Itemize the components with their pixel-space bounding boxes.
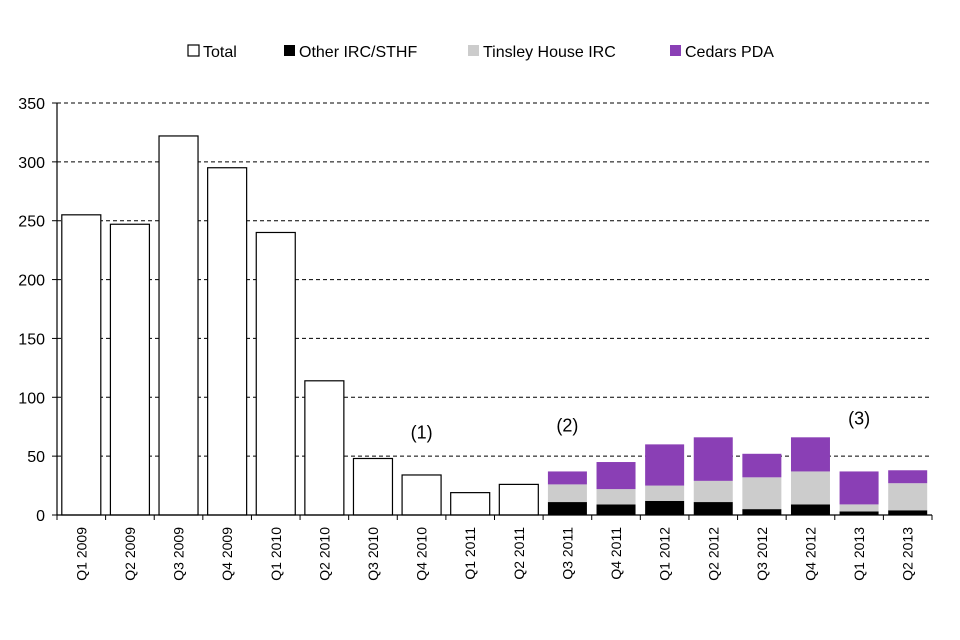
bar-tinsley-house-irc-q4-2012 [790,471,830,505]
annotation-label: (1) [411,422,433,442]
bar-other-irc-sthf-q1-2012 [645,500,685,515]
x-tick-label: Q4 2009 [219,527,235,581]
bar-other-irc-sthf-q3-2011 [547,502,587,515]
legend-swatch-total [187,44,200,57]
legend-label: Other IRC/STHF [299,44,417,61]
x-tick-label: Q2 2011 [511,527,527,580]
x-tick-label: Q3 2009 [171,527,187,581]
annotation-label: (2) [556,415,578,435]
y-tick-label: 350 [18,96,45,113]
y-tick-label: 100 [18,390,45,407]
y-tick-label: 300 [18,155,45,172]
bar-cedars-pda-q4-2011 [596,462,636,490]
bar-total-q3-2010 [352,457,394,516]
bar-tinsley-house-irc-q4-2011 [596,489,636,505]
x-tick-label: Q4 2011 [608,527,624,580]
annotation-label: (3) [848,408,870,428]
bar-total-q1-2011 [450,492,491,516]
bar-tinsley-house-irc-q1-2012 [645,485,685,501]
bar-other-irc-sthf-q1-2013 [839,511,879,515]
y-tick-label: 250 [18,214,45,231]
bar-other-irc-sthf-q4-2011 [596,504,636,515]
bar-cedars-pda-q2-2013 [888,470,928,484]
legend-swatch-other-irc-sthf [284,45,295,56]
x-tick-label: Q2 2010 [316,527,332,581]
legend-swatch-cedars-pda [670,45,681,56]
bar-other-irc-sthf-q2-2013 [888,510,928,515]
annotations: (1) (2) (3) [411,408,870,442]
bar-total-q2-2009 [109,223,151,516]
x-tick-label: Q3 2011 [559,527,575,580]
y-tick-label: 200 [18,273,45,290]
y-axis-ticks: 0 50 100 150 200 250 300 350 [18,96,57,525]
bar-cedars-pda-q1-2013 [839,471,879,505]
x-tick-label: Q2 2012 [705,527,721,581]
bar-cedars-pda-q3-2011 [547,471,587,485]
x-tick-label: Q1 2010 [268,527,284,581]
bars [61,135,928,516]
bar-cedars-pda-q4-2012 [790,437,830,472]
bar-total-q1-2009 [61,214,102,516]
bar-cedars-pda-q3-2012 [742,453,782,478]
bar-tinsley-house-irc-q2-2013 [888,483,928,511]
x-tick-label: Q2 2009 [122,527,138,581]
bar-other-irc-sthf-q2-2012 [693,502,733,515]
x-tick-label: Q3 2010 [365,527,381,581]
legend: Total Other IRC/STHF Tinsley House IRC Ceda… [187,44,774,61]
x-tick-label: Q1 2009 [73,527,89,581]
x-axis-ticks: Q1 2009 Q2 2009 Q3 2009 Q4 2009 Q1 2010 Q2 20… [56,515,933,581]
x-tick-label: Q1 2011 [462,527,478,580]
bar-cedars-pda-q1-2012 [645,444,685,486]
bar-cedars-pda-q2-2012 [693,437,733,481]
bar-tinsley-house-irc-q1-2013 [839,504,879,512]
y-tick-label: 150 [18,331,45,348]
bar-other-irc-sthf-q4-2012 [790,504,830,515]
x-tick-label: Q1 2013 [851,527,867,581]
bar-total-q2-2010 [304,380,345,516]
gridlines [57,102,932,457]
legend-swatch-tinsley-house-irc [468,45,479,56]
bar-tinsley-house-irc-q2-2012 [693,480,733,503]
bar-other-irc-sthf-q3-2012 [742,509,782,515]
x-tick-label: Q4 2010 [414,527,430,581]
legend-label: Cedars PDA [685,44,774,61]
bar-total-q1-2010 [255,231,296,516]
x-tick-label: Q2 2013 [900,527,916,581]
bar-total-q4-2010 [401,474,442,516]
bar-tinsley-house-irc-q3-2012 [742,477,782,510]
bar-total-q3-2009 [158,135,199,516]
y-tick-label: 50 [27,449,45,466]
legend-label: Tinsley House IRC [483,44,616,61]
bar-total-q2-2011 [498,483,539,516]
bar-tinsley-house-irc-q3-2011 [547,484,587,503]
x-tick-label: Q1 2012 [657,527,673,581]
x-tick-label: Q3 2012 [754,527,770,581]
bar-total-q4-2009 [207,167,248,516]
y-tick-label: 0 [36,508,45,525]
legend-label: Total [203,44,237,61]
x-tick-label: Q4 2012 [802,527,818,581]
